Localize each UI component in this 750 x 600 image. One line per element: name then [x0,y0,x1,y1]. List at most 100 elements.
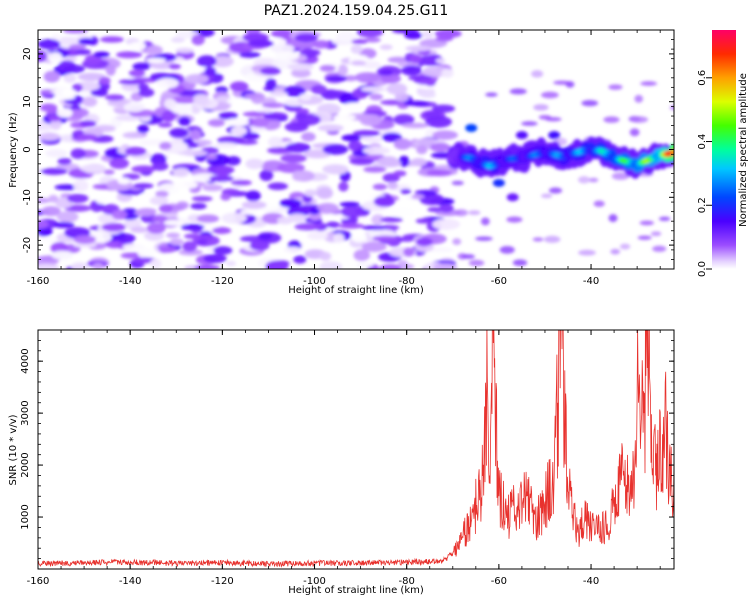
heatmap-noise-blob [553,80,571,85]
heatmap-noise-blob [71,83,83,92]
heatmap-noise-blob [262,102,285,109]
heatmap-noise-blob [611,172,630,180]
heatmap-noise-blob [293,255,307,264]
heatmap-noise-blob [389,206,417,218]
x-tick-label: -40 [583,576,599,587]
heatmap-noise-blob [164,98,177,109]
x-tick-label: -60 [491,276,507,287]
heatmap-noise-blob [70,148,86,160]
heatmap-noise-blob [196,55,217,68]
heatmap-noise-blob [393,138,412,150]
heatmap-noise-blob [533,104,549,111]
heatmap-noise-blob [265,260,289,269]
heatmap-noise-blob [506,216,523,223]
heatmap-noise-blob [541,193,553,199]
y-tick-label: 2000 [20,452,31,477]
heatmap-noise-blob [578,176,590,184]
heatmap-cells [38,30,674,269]
heatmap-noise-blob [294,33,318,43]
heatmap-noise-blob [73,242,97,248]
heatmap-noise-blob [386,83,408,95]
y-tick-label: -10 [22,189,33,205]
heatmap-noise-blob [271,58,291,70]
heatmap-noise-blob [63,73,77,83]
heatmap-noise-blob [381,132,402,142]
heatmap-noise-blob [419,193,444,206]
heatmap-noise-blob [92,262,104,269]
heatmap-noise-blob [333,233,345,244]
heatmap-noise-blob [634,94,644,103]
heatmap-noise-blob [312,40,330,49]
heatmap-noise-blob [158,122,173,128]
heatmap-noise-blob [468,259,485,267]
heatmap-noise-blob [95,195,109,205]
heatmap-noise-blob [270,38,287,46]
x-tick-label: -160 [27,576,50,587]
heatmap-noise-blob [180,223,205,231]
heatmap-noise-blob [531,70,544,78]
heatmap-noise-blob [57,157,72,165]
heatmap-noise-blob [161,110,176,123]
heatmap-noise-blob [393,170,407,177]
heatmap-noise-blob [90,88,108,97]
heatmap-noise-blob [417,189,437,197]
heatmap-noise-blob [475,236,493,241]
heatmap-noise-blob [284,122,309,132]
x-tick-label: -80 [399,576,415,587]
heatmap-noise-blob [350,60,367,66]
heatmap-noise-blob [359,114,382,127]
heatmap-noise-blob [38,132,61,141]
heatmap-noise-blob [221,188,240,195]
heatmap-noise-blob [196,214,220,223]
heatmap-noise-blob [111,209,128,220]
heatmap-noise-blob [38,50,48,62]
heatmap-noise-blob [38,38,61,50]
heatmap-noise-blob [433,263,458,269]
heatmap-noise-blob [118,79,146,85]
heatmap-noise-blob [532,237,544,242]
heatmap-noise-blob [540,91,559,99]
heatmap-noise-blob [335,31,357,43]
heatmap-noise-blob [658,216,671,222]
heatmap-noise-blob [408,75,433,81]
heatmap-noise-blob [205,154,218,160]
heatmap-noise-blob [156,77,179,89]
heatmap-noise-blob [301,132,316,142]
heatmap-noise-blob [123,102,146,113]
colorbar-ticks: 0.0 0.2 0.4 0.6 [697,70,712,277]
x-tick-label: -100 [303,576,326,587]
heatmap-noise-blob [169,238,184,246]
heatmap-noise-blob [371,214,385,225]
heatmap-noise-blob [131,165,156,173]
heatmap-noise-blob [404,31,423,40]
heatmap-noise-blob [337,64,348,77]
heatmap-noise-blob [150,258,162,269]
heatmap-noise-blob [189,129,202,141]
heatmap-noise-blob [369,93,383,101]
heatmap-noise-blob [397,259,408,268]
heatmap-noise-blob [220,193,231,201]
colorbar-tick-label: 0.0 [697,261,708,277]
heatmap-noise-blob [343,102,365,111]
heatmap-noise-blob [258,232,273,241]
heatmap-noise-blob [588,177,599,183]
heatmap-noise-blob [430,142,451,153]
heatmap-noise-blob [399,236,415,242]
heatmap-noise-blob [380,73,401,84]
heatmap-noise-blob [166,232,181,239]
heatmap-noise-blob [64,204,92,212]
heatmap-noise-blob [159,204,173,213]
heatmap-noise-blob [133,183,154,189]
heatmap-noise-blob [538,114,552,120]
snr-series-line [38,330,674,568]
heatmap-noise-blob [159,141,172,150]
heatmap-noise-blob [275,50,300,61]
heatmap-noise-blob [421,30,434,39]
heatmap-noise-blob [158,246,177,253]
snr-plot-area [38,330,674,569]
heatmap-noise-blob [425,115,453,128]
heatmap-noise-blob [227,97,251,105]
y-tick-label: -20 [22,237,33,253]
y-tick-label: 1000 [20,504,31,529]
